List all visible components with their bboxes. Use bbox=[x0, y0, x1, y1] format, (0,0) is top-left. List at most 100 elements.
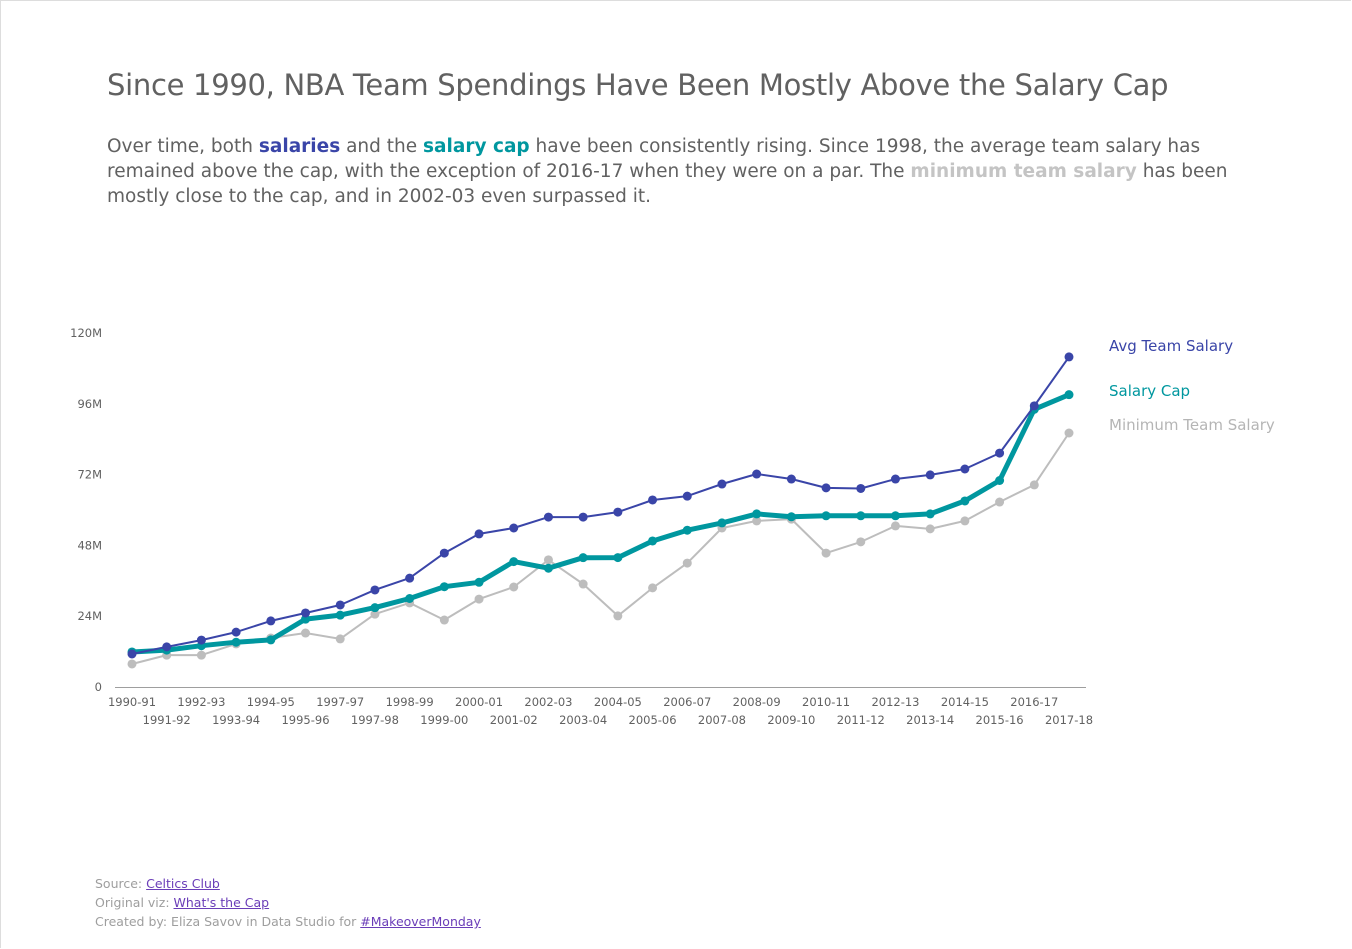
data-point-cap bbox=[648, 536, 658, 546]
data-point-min bbox=[509, 582, 519, 592]
data-point-avg bbox=[717, 479, 727, 489]
data-point-avg bbox=[162, 642, 172, 652]
data-point-min bbox=[1064, 428, 1074, 438]
data-point-avg bbox=[890, 474, 900, 484]
data-point-min bbox=[752, 516, 762, 526]
data-point-min bbox=[439, 615, 449, 625]
x-tick-label: 2002-03 bbox=[524, 695, 572, 709]
footer-label: Original viz: bbox=[95, 895, 174, 910]
x-tick-label: 2004-05 bbox=[594, 695, 642, 709]
data-point-avg bbox=[1029, 401, 1039, 411]
x-tick-label: 2014-15 bbox=[941, 695, 989, 709]
x-tick-label: 1994-95 bbox=[247, 695, 295, 709]
legend-salary-cap[interactable]: Salary Cap bbox=[1109, 382, 1191, 400]
data-point-cap bbox=[578, 553, 588, 563]
data-point-min bbox=[995, 497, 1005, 507]
series-line-cap bbox=[131, 392, 1070, 655]
x-tick-label: 1998-99 bbox=[386, 695, 434, 709]
data-point-min bbox=[960, 516, 970, 526]
data-point-min bbox=[474, 594, 484, 604]
x-tick-label: 2011-12 bbox=[837, 713, 885, 727]
subtitle-salaries: salaries bbox=[258, 136, 341, 157]
data-point-min bbox=[301, 628, 311, 638]
data-point-min bbox=[1029, 480, 1039, 490]
data-point-cap bbox=[613, 553, 623, 563]
data-point-cap bbox=[890, 511, 900, 521]
y-tick-label: 48M bbox=[77, 538, 102, 552]
x-tick-label: 1995-96 bbox=[281, 713, 329, 727]
x-tick-label: 2000-01 bbox=[455, 695, 503, 709]
data-point-avg bbox=[960, 464, 970, 474]
data-point-avg bbox=[370, 585, 380, 595]
footer-label: Source: bbox=[95, 876, 147, 891]
x-tick-label: 2008-09 bbox=[733, 695, 781, 709]
data-point-cap bbox=[925, 509, 935, 519]
x-tick-label: 2017-18 bbox=[1045, 713, 1093, 727]
data-point-min bbox=[127, 659, 137, 669]
data-point-cap bbox=[509, 557, 519, 567]
x-tick-label: 2006-07 bbox=[663, 695, 711, 709]
series-line-avg bbox=[131, 356, 1070, 655]
data-point-avg bbox=[752, 469, 762, 479]
data-point-avg bbox=[196, 635, 206, 645]
x-tick-label: 2015-16 bbox=[976, 713, 1024, 727]
source-link[interactable]: Celtics Club bbox=[146, 876, 220, 891]
y-tick-label: 0 bbox=[95, 680, 102, 694]
data-point-avg bbox=[648, 495, 658, 505]
subtitle-text: has been mostly close to the cap, and in… bbox=[107, 161, 1228, 207]
x-tick-label: 2010-11 bbox=[802, 695, 850, 709]
x-tick-label: 2016-17 bbox=[1010, 695, 1058, 709]
data-point-avg bbox=[613, 507, 623, 517]
data-point-cap bbox=[717, 518, 727, 528]
x-tick-label: 2005-06 bbox=[629, 713, 677, 727]
data-point-avg bbox=[786, 474, 796, 484]
subtitle-text: Over time, both bbox=[107, 136, 259, 157]
x-tick-label: 2007-08 bbox=[698, 713, 746, 727]
legend-minimum-team-salary[interactable]: Minimum Team Salary bbox=[1109, 416, 1275, 434]
original-viz-link[interactable]: What's the Cap bbox=[173, 895, 270, 910]
data-point-avg bbox=[266, 616, 276, 626]
x-tick-label: 2001-02 bbox=[490, 713, 538, 727]
data-point-cap bbox=[439, 582, 449, 592]
subtitle-text: have been consistently rising. Since 199… bbox=[107, 136, 1201, 182]
data-point-min bbox=[821, 548, 831, 558]
x-tick-label: 2012-13 bbox=[871, 695, 919, 709]
data-point-avg bbox=[1064, 352, 1074, 362]
x-tick-label: 2009-10 bbox=[767, 713, 815, 727]
data-point-avg bbox=[682, 491, 692, 501]
data-point-avg bbox=[543, 512, 553, 522]
x-tick-label: 2003-04 bbox=[559, 713, 607, 727]
data-point-cap bbox=[786, 512, 796, 522]
data-point-avg bbox=[995, 448, 1005, 458]
x-tick-label: 2013-14 bbox=[906, 713, 954, 727]
data-point-avg bbox=[127, 649, 137, 659]
data-point-min bbox=[543, 555, 553, 565]
data-point-min bbox=[856, 537, 866, 547]
data-point-avg bbox=[335, 600, 345, 610]
makeover-monday-link[interactable]: #MakeoverMonday bbox=[360, 914, 481, 929]
data-point-avg bbox=[509, 523, 519, 533]
data-point-cap bbox=[1064, 390, 1074, 400]
data-point-cap bbox=[301, 614, 311, 624]
footer-created: Created by: Eliza Savov in Data Studio f… bbox=[95, 914, 481, 929]
data-point-avg bbox=[301, 608, 311, 618]
data-point-avg bbox=[821, 483, 831, 493]
data-point-cap bbox=[960, 496, 970, 506]
data-point-cap bbox=[405, 594, 415, 603]
chart-subtitle: Over time, both salaries and the salary … bbox=[107, 134, 1287, 209]
data-point-cap bbox=[474, 577, 484, 587]
x-tick-label: 1997-98 bbox=[351, 713, 399, 727]
data-point-cap bbox=[682, 525, 692, 535]
x-tick-label: 1992-93 bbox=[177, 695, 225, 709]
data-point-cap bbox=[266, 635, 276, 645]
legend-avg-team-salary[interactable]: Avg Team Salary bbox=[1109, 337, 1234, 355]
data-point-cap bbox=[335, 610, 345, 620]
data-point-avg bbox=[578, 512, 588, 522]
data-point-min bbox=[578, 579, 588, 589]
y-tick-label: 120M bbox=[70, 326, 102, 340]
data-point-min bbox=[613, 611, 623, 621]
footer-label: Created by: Eliza Savov in Data Studio f… bbox=[95, 914, 361, 929]
x-tick-label: 1991-92 bbox=[143, 713, 191, 727]
